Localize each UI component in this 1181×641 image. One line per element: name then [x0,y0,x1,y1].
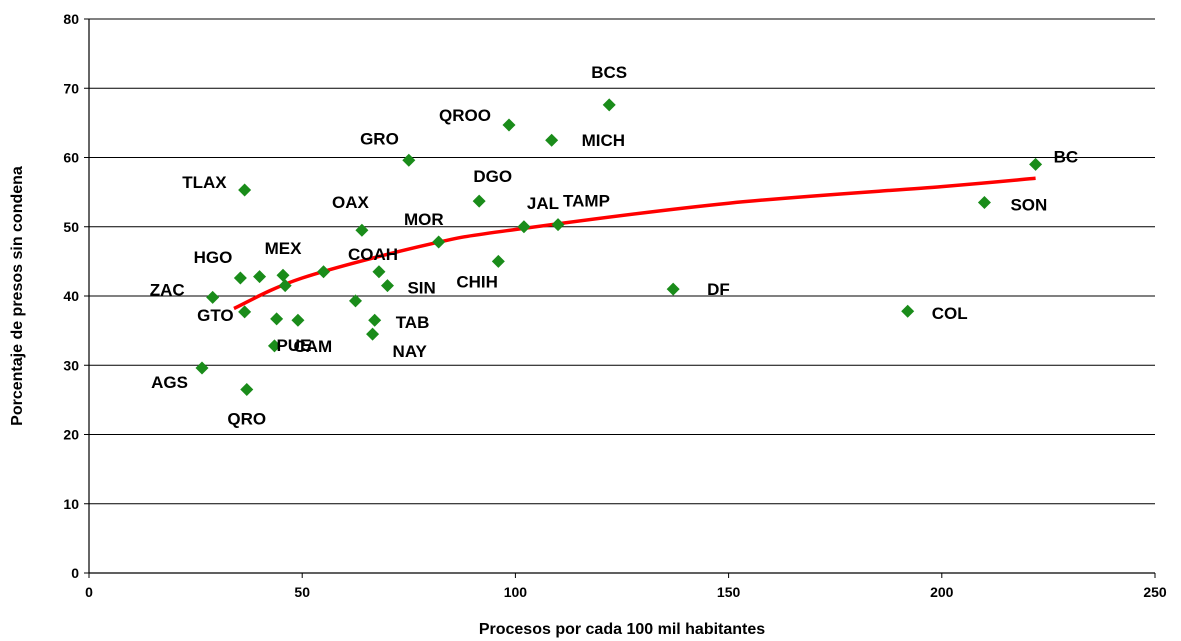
y-tick-label: 20 [63,427,79,443]
data-point [901,304,915,318]
point-label: COAH [348,245,398,264]
x-tick-label: 0 [85,584,93,600]
point-label: SON [1010,196,1047,215]
data-point [502,118,516,132]
grid-lines [89,18,1155,505]
data-point [366,327,380,341]
data-point [291,313,305,327]
point-label: GTO [197,306,234,325]
point-label: PUE [276,336,311,355]
data-point [349,294,362,308]
point-label: QROO [439,106,491,125]
point-label: SIN [407,279,435,298]
data-points [195,98,1043,396]
data-point [233,271,247,285]
data-point [270,312,284,326]
y-tick-label: 0 [71,565,79,581]
point-label: CAM [293,337,332,356]
data-point [240,382,254,396]
data-point [472,194,486,208]
point-label: DF [707,280,730,299]
data-point [355,223,369,237]
data-point [545,133,559,147]
y-tick-label: 30 [63,357,79,373]
data-point [253,270,267,284]
x-tick-labels: 0 50 100 150 200 250 [85,584,1167,600]
data-point [195,361,209,375]
point-label: CHIH [456,272,498,291]
data-point [317,265,331,279]
x-tick-label: 150 [717,584,741,600]
data-point [368,313,382,327]
axes [84,18,1156,578]
y-tick-label: 40 [63,288,79,304]
y-tick-label: 50 [63,219,79,235]
point-label: BC [1054,147,1079,166]
point-label: GRO [360,129,399,148]
x-tick-label: 50 [294,584,310,600]
y-tick-label: 70 [63,80,79,96]
data-point [278,279,292,293]
point-label: NAY [393,342,428,361]
point-label: MEX [265,239,303,258]
point-label: ZAC [150,280,185,299]
data-point [977,196,991,210]
point-label: JAL [527,194,559,213]
data-point [517,220,531,234]
point-label: TAB [396,313,430,332]
x-tick-label: 200 [930,584,954,600]
point-label: MOR [404,210,444,229]
point-label: DGO [473,167,512,186]
point-label: BCS [591,63,627,82]
y-tick-label: 80 [63,11,79,27]
point-label: TAMP [563,192,610,211]
x-tick-label: 250 [1143,584,1167,600]
data-point [238,183,252,197]
x-axis-title: Procesos por cada 100 mil habitantes [479,621,765,638]
data-point [276,268,290,282]
data-point [551,218,565,232]
data-point [1029,157,1043,171]
data-point [206,290,220,304]
data-point [372,265,386,279]
data-point [432,235,446,249]
point-label: COL [932,304,968,323]
point-label: HGO [194,248,233,267]
y-tick-labels: 0 10 20 30 40 50 60 70 80 [63,11,79,581]
data-point [238,305,252,319]
point-label: MICH [582,131,625,150]
data-point [402,153,416,167]
data-point [666,282,680,296]
point-label: TLAX [182,173,227,192]
point-label: AGS [151,373,188,392]
data-point [267,339,281,353]
y-tick-label: 10 [63,496,79,512]
y-axis-title: Porcentaje de presos sin condena [9,166,26,426]
data-point [491,254,505,268]
y-tick-label: 60 [63,150,79,166]
x-tick-label: 100 [504,584,528,600]
point-label: OAX [332,193,370,212]
data-point [602,98,616,112]
data-point [380,279,394,293]
point-label: QRO [227,409,266,428]
